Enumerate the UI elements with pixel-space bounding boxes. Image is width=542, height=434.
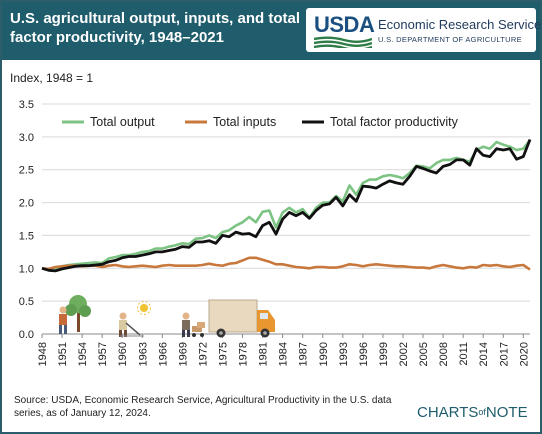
x-tick-label: 1957 — [97, 342, 109, 366]
y-tick-label: 3.0 — [19, 132, 34, 144]
x-tick-label: 1960 — [117, 342, 129, 366]
legend-label: Total output — [90, 115, 155, 129]
department-name: U.S. DEPARTMENT OF AGRICULTURE — [378, 35, 522, 44]
farm-illustration — [59, 295, 275, 338]
x-tick-label: 2020 — [518, 342, 530, 366]
series-lines — [41, 138, 532, 273]
y-tick-label: 0.0 — [19, 329, 34, 341]
y-tick-label: 2.5 — [19, 165, 34, 177]
y-axis-label: Index, 1948 = 1 — [10, 71, 93, 85]
header-bar: U.S. agricultural output, inputs, and to… — [2, 2, 541, 60]
legend-label: Total factor productivity — [330, 115, 459, 129]
x-tick-label: 1966 — [157, 342, 169, 366]
tfp-line — [41, 138, 532, 273]
x-tick-labels: 1948 1951 1954 1957 1960 1963 1966 1969 1972 1975… — [37, 334, 530, 366]
usda-logo-text: USDA — [314, 12, 375, 37]
delivery-truck-icon — [208, 299, 275, 338]
y-tick-label: 3.5 — [19, 99, 34, 111]
x-tick-label: 1981 — [258, 342, 270, 366]
x-tick-label: 1963 — [137, 342, 149, 366]
x-tick-label: 1993 — [338, 342, 350, 366]
legend-label: Total inputs — [213, 115, 276, 129]
farmer-icon — [59, 306, 67, 334]
worker-cart-icon — [182, 312, 205, 337]
y-tick-label: 1.0 — [19, 263, 34, 275]
x-tick-label: 2002 — [398, 342, 410, 366]
y-tick-label: 1.5 — [19, 230, 34, 242]
logo-note: NOTE — [485, 404, 528, 421]
x-tick-label: 1987 — [298, 342, 310, 366]
x-tick-label: 2005 — [418, 342, 430, 366]
usda-wave-icon — [314, 36, 372, 48]
x-tick-label: 2017 — [498, 342, 510, 366]
total-output-line — [41, 139, 532, 271]
x-tick-label: 2014 — [478, 342, 490, 366]
x-tick-label: 2011 — [458, 342, 470, 366]
source-note: Source: USDA, Economic Research Service,… — [14, 395, 392, 419]
x-tick-label: 1948 — [37, 342, 49, 366]
y-tick-label: 0.5 — [19, 296, 34, 308]
tree-icon — [65, 295, 91, 332]
agency-name: Economic Research Service — [378, 17, 542, 32]
x-tick-label: 2008 — [438, 342, 450, 366]
chart-title: U.S. agricultural output, inputs, and to… — [10, 10, 300, 46]
y-tick-labels: 0.0 0.5 1.0 1.5 2.0 2.5 3.0 3.5 — [19, 99, 34, 341]
charts-of-note-logo: CHARTSofNOTE — [417, 404, 528, 421]
y-tick-label: 2.0 — [19, 198, 34, 210]
usda-logo-block: USDA Economic Research Service U.S. DEPA… — [306, 8, 541, 52]
logo-of: of — [478, 407, 486, 417]
x-tick-label: 1996 — [358, 342, 370, 366]
sun-icon — [137, 301, 151, 315]
logo-charts: CHARTS — [417, 404, 479, 421]
x-tick-label: 1999 — [378, 342, 390, 366]
x-tick-label: 1990 — [318, 342, 330, 366]
x-tick-label: 1969 — [177, 342, 189, 366]
x-tick-label: 1984 — [278, 342, 290, 366]
farmer-hoe-icon — [119, 312, 144, 337]
legend: Total output Total inputs Total factor pro… — [62, 115, 459, 129]
line-chart: Index, 1948 = 1 0.0 0.5 1.0 1.5 2.0 2.5 3.0 3.5… — [10, 71, 532, 366]
x-tick-label: 1951 — [57, 342, 69, 366]
x-tick-label: 1972 — [197, 342, 209, 366]
x-tick-label: 1954 — [77, 342, 89, 366]
x-tick-label: 1978 — [238, 342, 250, 366]
total-inputs-line — [41, 256, 531, 271]
x-tick-label: 1975 — [217, 342, 229, 366]
grid-lines — [42, 103, 530, 335]
